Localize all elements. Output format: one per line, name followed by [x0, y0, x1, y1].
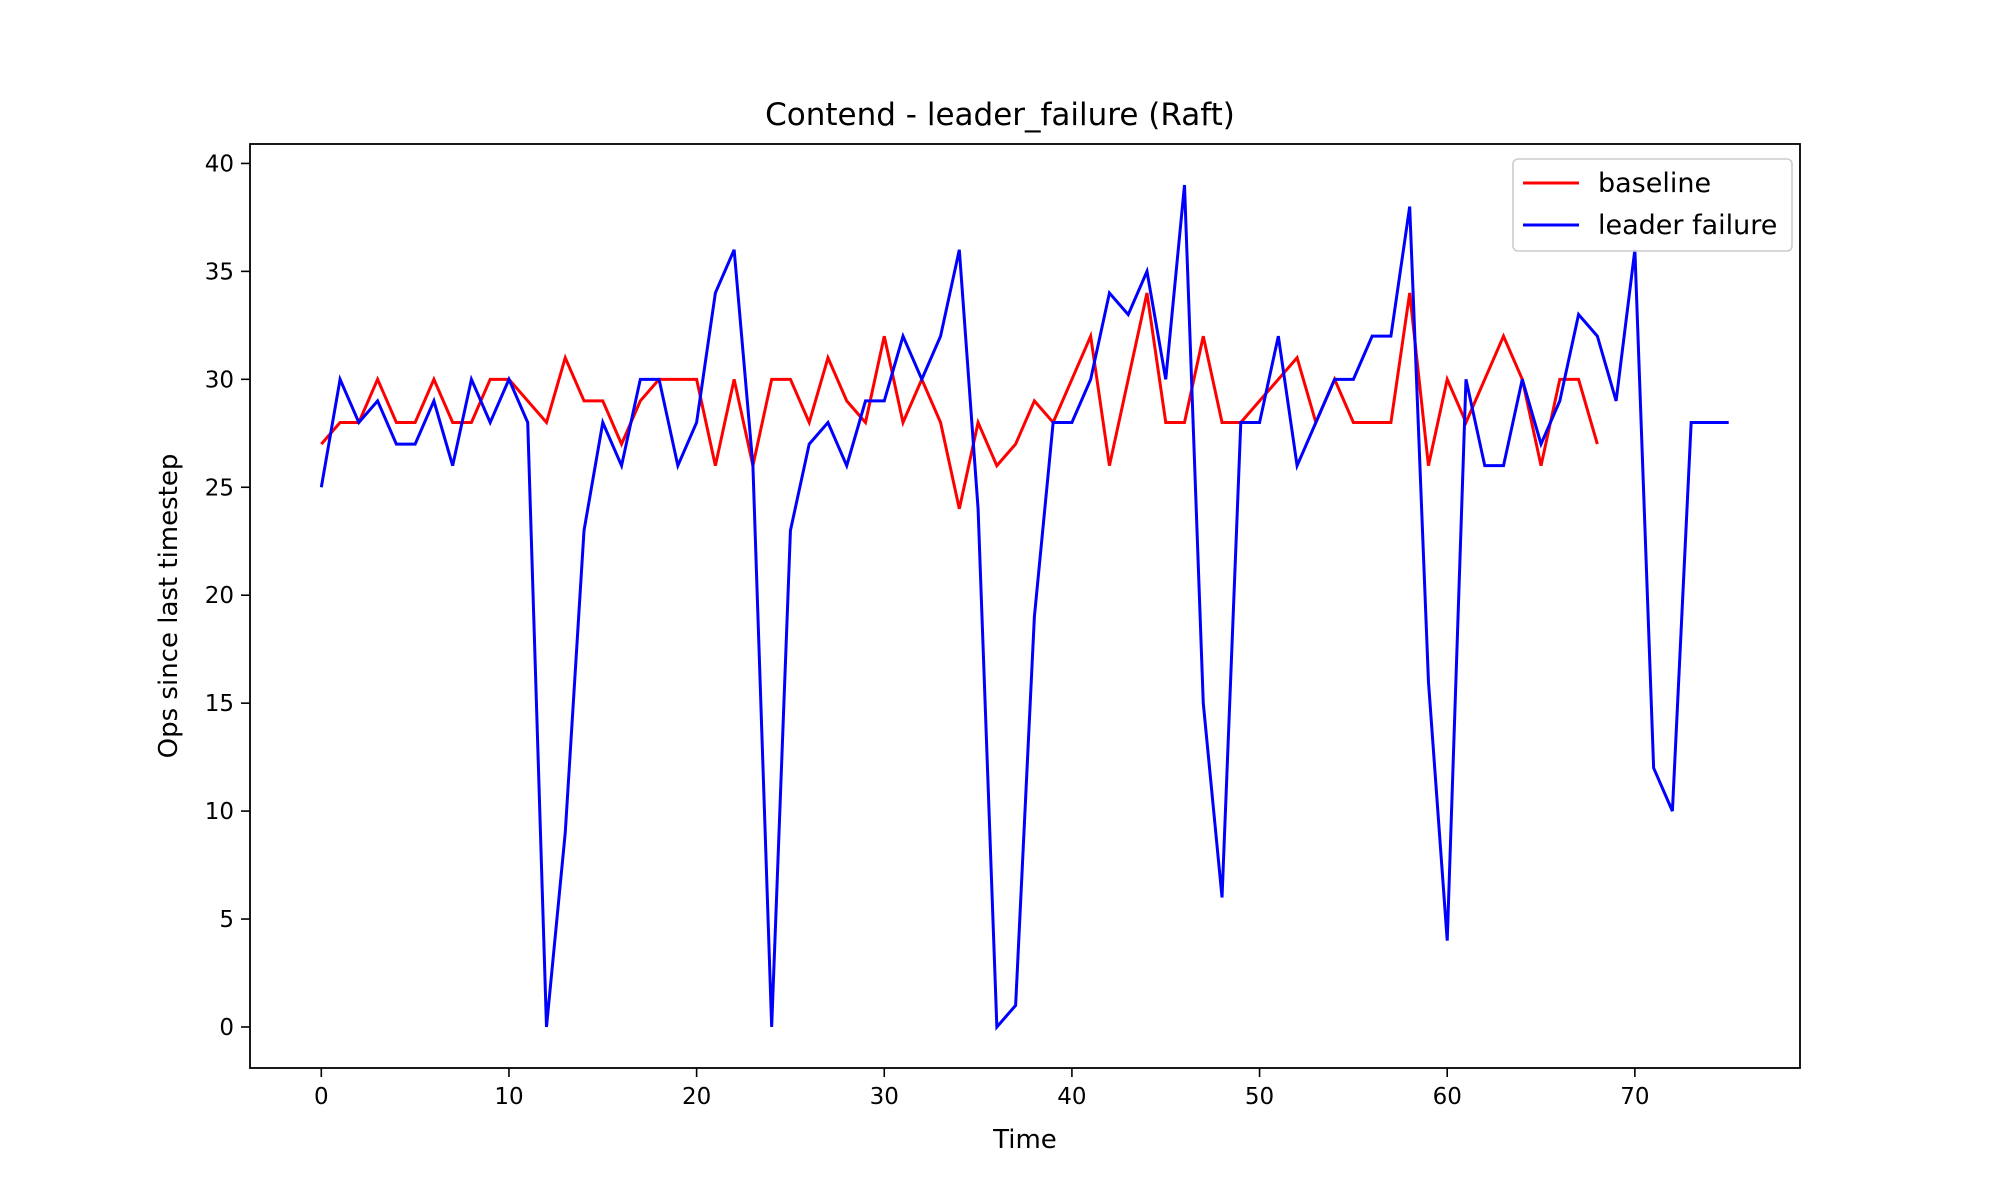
y-axis-label: Ops since last timestep — [154, 454, 184, 759]
x-tick-label: 30 — [870, 1084, 899, 1110]
plot-frame — [249, 143, 1801, 1069]
x-axis-label: Time — [992, 1125, 1057, 1155]
x-tick-label: 70 — [1620, 1084, 1649, 1110]
y-tick-label: 0 — [219, 1015, 234, 1041]
legend: baseline leader failure — [1512, 158, 1793, 252]
series-line-leader-failure — [319, 184, 1729, 1031]
y-tick-label: 40 — [205, 151, 234, 177]
x-tick-label: 60 — [1433, 1084, 1462, 1110]
y-axis: 0 5 10 15 20 25 30 35 40 — [205, 151, 250, 1041]
y-tick-label: 30 — [205, 367, 234, 393]
x-tick-label: 10 — [494, 1084, 523, 1110]
chart-title: Contend - leader_failure (Raft) — [765, 97, 1235, 133]
x-tick-label: 0 — [314, 1084, 329, 1110]
series-line-baseline — [320, 292, 1599, 510]
y-tick-label: 5 — [219, 907, 234, 933]
legend-box — [1512, 158, 1793, 252]
y-tick-label: 10 — [205, 799, 234, 825]
y-tick-label: 25 — [205, 475, 234, 501]
y-tick-label: 20 — [205, 583, 234, 609]
series-layer — [319, 184, 1729, 1031]
legend-label: baseline — [1598, 168, 1711, 199]
x-axis: 0 10 20 30 40 50 60 70 — [314, 1068, 1650, 1110]
x-tick-label: 40 — [1057, 1084, 1086, 1110]
legend-label: leader failure — [1598, 210, 1777, 241]
y-tick-label: 15 — [205, 691, 234, 717]
x-tick-label: 20 — [682, 1084, 711, 1110]
x-tick-label: 50 — [1245, 1084, 1274, 1110]
y-tick-label: 35 — [205, 259, 234, 285]
